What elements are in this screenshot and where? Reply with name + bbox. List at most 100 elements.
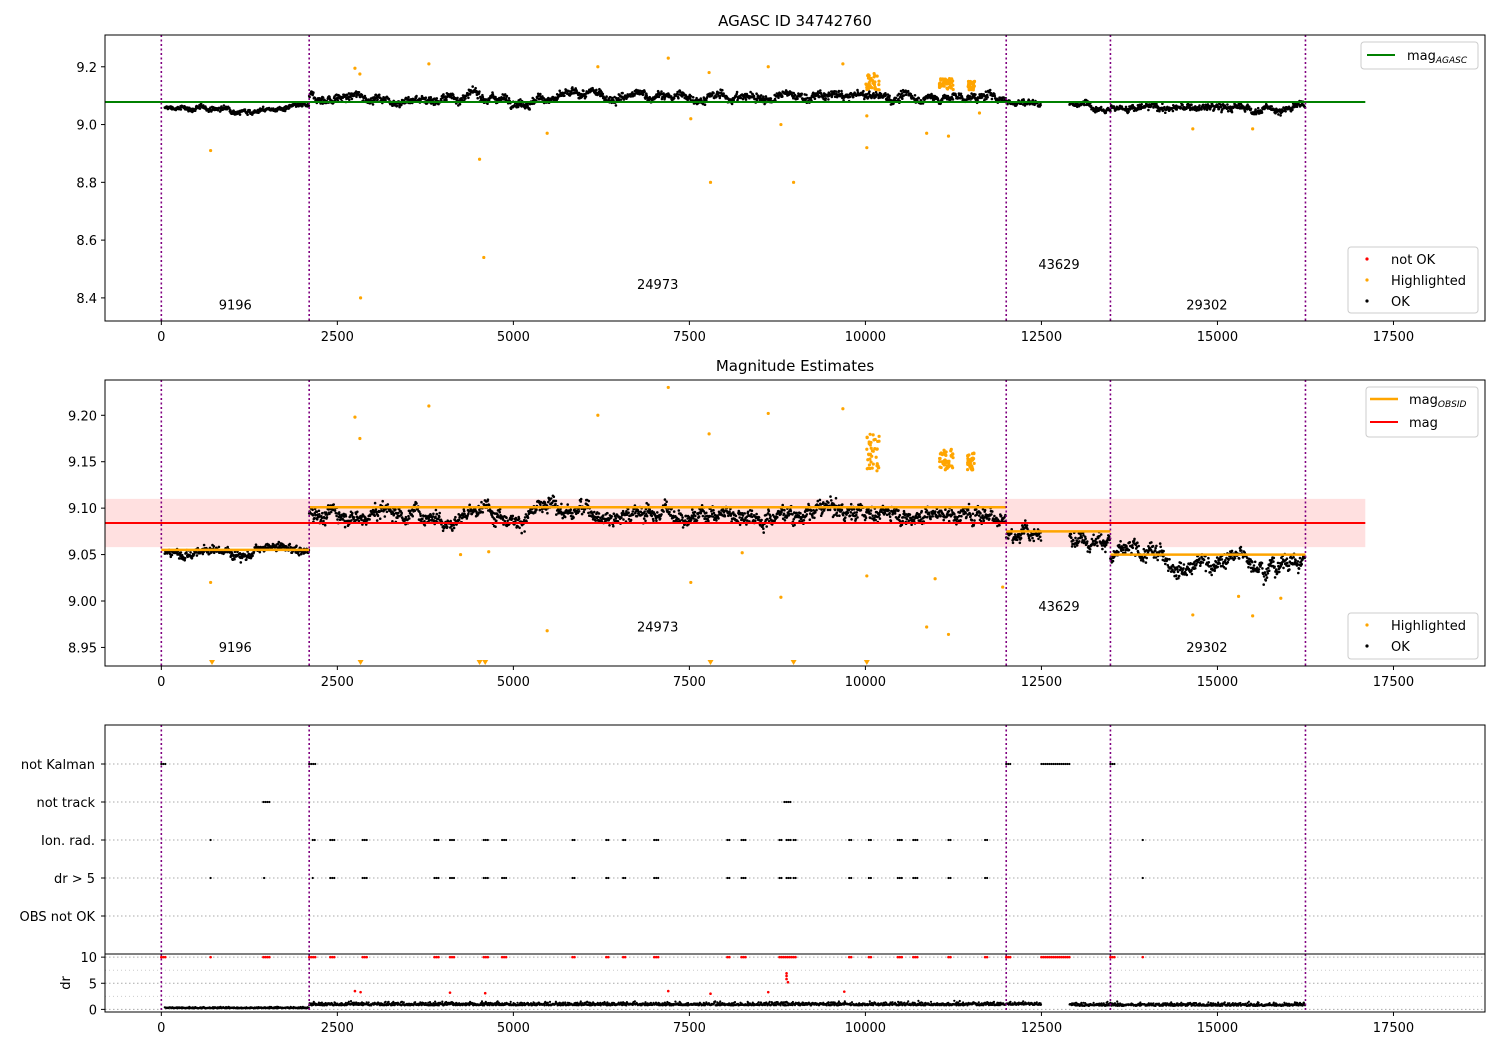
ok-point [986, 95, 989, 99]
ok-point [441, 529, 445, 533]
ok-point [629, 518, 633, 522]
ok-point [1038, 535, 1042, 539]
ok-point [569, 508, 572, 512]
highlighted-point [866, 73, 870, 78]
ok-point [1074, 536, 1077, 540]
ok-point [554, 502, 557, 506]
panel-agasc-legend-lines: magAGASC [1360, 41, 1479, 70]
ok-point [746, 510, 750, 514]
ok-point [721, 88, 724, 92]
ok-point [925, 515, 929, 519]
ok-point [681, 526, 685, 529]
ok-point [855, 511, 858, 514]
ok-point [386, 503, 390, 506]
ok-point [198, 107, 202, 110]
ok-point [614, 104, 618, 107]
ok-point [619, 98, 623, 101]
ok-point [505, 516, 508, 519]
ok-point [990, 97, 994, 101]
ok-point [897, 509, 900, 512]
ok-point [207, 110, 210, 113]
ok-point [394, 508, 397, 511]
ok-point [179, 108, 183, 111]
ok-point [712, 509, 715, 512]
ok-point [608, 524, 611, 527]
ok-point [1011, 541, 1015, 545]
ok-point [376, 514, 380, 518]
highlighted-point [1191, 127, 1195, 131]
ok-point [352, 516, 356, 519]
ok-point [480, 500, 483, 504]
ok-point [612, 512, 616, 515]
ok-point [691, 96, 695, 99]
ok-point [539, 92, 542, 96]
ok-point [424, 96, 428, 99]
ok-point [760, 518, 763, 522]
ok-point [462, 94, 466, 97]
ok-point [874, 90, 878, 94]
ok-point [519, 98, 522, 101]
ok-point [944, 508, 947, 512]
x-tick-label: 17500 [1373, 330, 1414, 345]
ok-point [808, 518, 812, 521]
ok-point [844, 516, 847, 519]
ok-point [185, 551, 188, 554]
ok-point [344, 95, 347, 98]
ok-point [356, 510, 359, 514]
ok-point [595, 88, 598, 92]
ok-point [1226, 103, 1229, 106]
ok-point [563, 515, 567, 519]
highlighted-point [766, 65, 770, 69]
ok-point [744, 98, 748, 101]
ok-point [535, 508, 538, 512]
ok-point [939, 514, 942, 518]
highlighted-point [707, 70, 711, 75]
ok-point [343, 525, 347, 529]
ok-point [467, 96, 470, 100]
highlighted-point [477, 157, 482, 161]
ok-point [802, 519, 806, 522]
ok-point [762, 531, 765, 534]
ok-point [723, 514, 727, 518]
ok-point [846, 511, 850, 515]
highlighted-point [968, 83, 972, 87]
ok-point [767, 509, 771, 513]
ok-point [1279, 114, 1282, 117]
ok-point [315, 518, 319, 521]
ok-point [856, 516, 859, 519]
ok-point [988, 88, 992, 92]
ok-point [222, 104, 226, 107]
ok-point [1140, 103, 1143, 106]
ok-point [827, 501, 830, 504]
ok-point [415, 502, 418, 505]
ok-point [552, 495, 556, 499]
ok-point [452, 526, 456, 530]
highlighted-point [358, 296, 363, 300]
legend-marker-not-ok [1365, 257, 1369, 261]
ok-point [571, 511, 574, 515]
obsid-label: 24973 [637, 278, 678, 293]
x-tick-label: 5000 [497, 330, 530, 345]
ok-point [664, 503, 667, 507]
ok-point [601, 92, 605, 96]
ok-point [894, 96, 898, 100]
ok-point [848, 514, 852, 517]
ok-point [1260, 111, 1264, 114]
ok-point [451, 529, 454, 532]
ok-point [755, 512, 758, 516]
ok-point [728, 510, 731, 513]
ok-point [694, 514, 697, 518]
ok-point [579, 500, 583, 503]
ok-point [351, 511, 354, 515]
ok-point [317, 509, 321, 513]
ok-point [1099, 533, 1103, 536]
ok-point [299, 552, 303, 556]
panel-agasc-title: AGASC ID 34742760 [718, 12, 872, 30]
panel-agasc-legend-points: not OK Highlighted OK [1347, 246, 1479, 314]
ok-point [333, 509, 337, 512]
legend-label-highlighted: Highlighted [1391, 274, 1466, 289]
